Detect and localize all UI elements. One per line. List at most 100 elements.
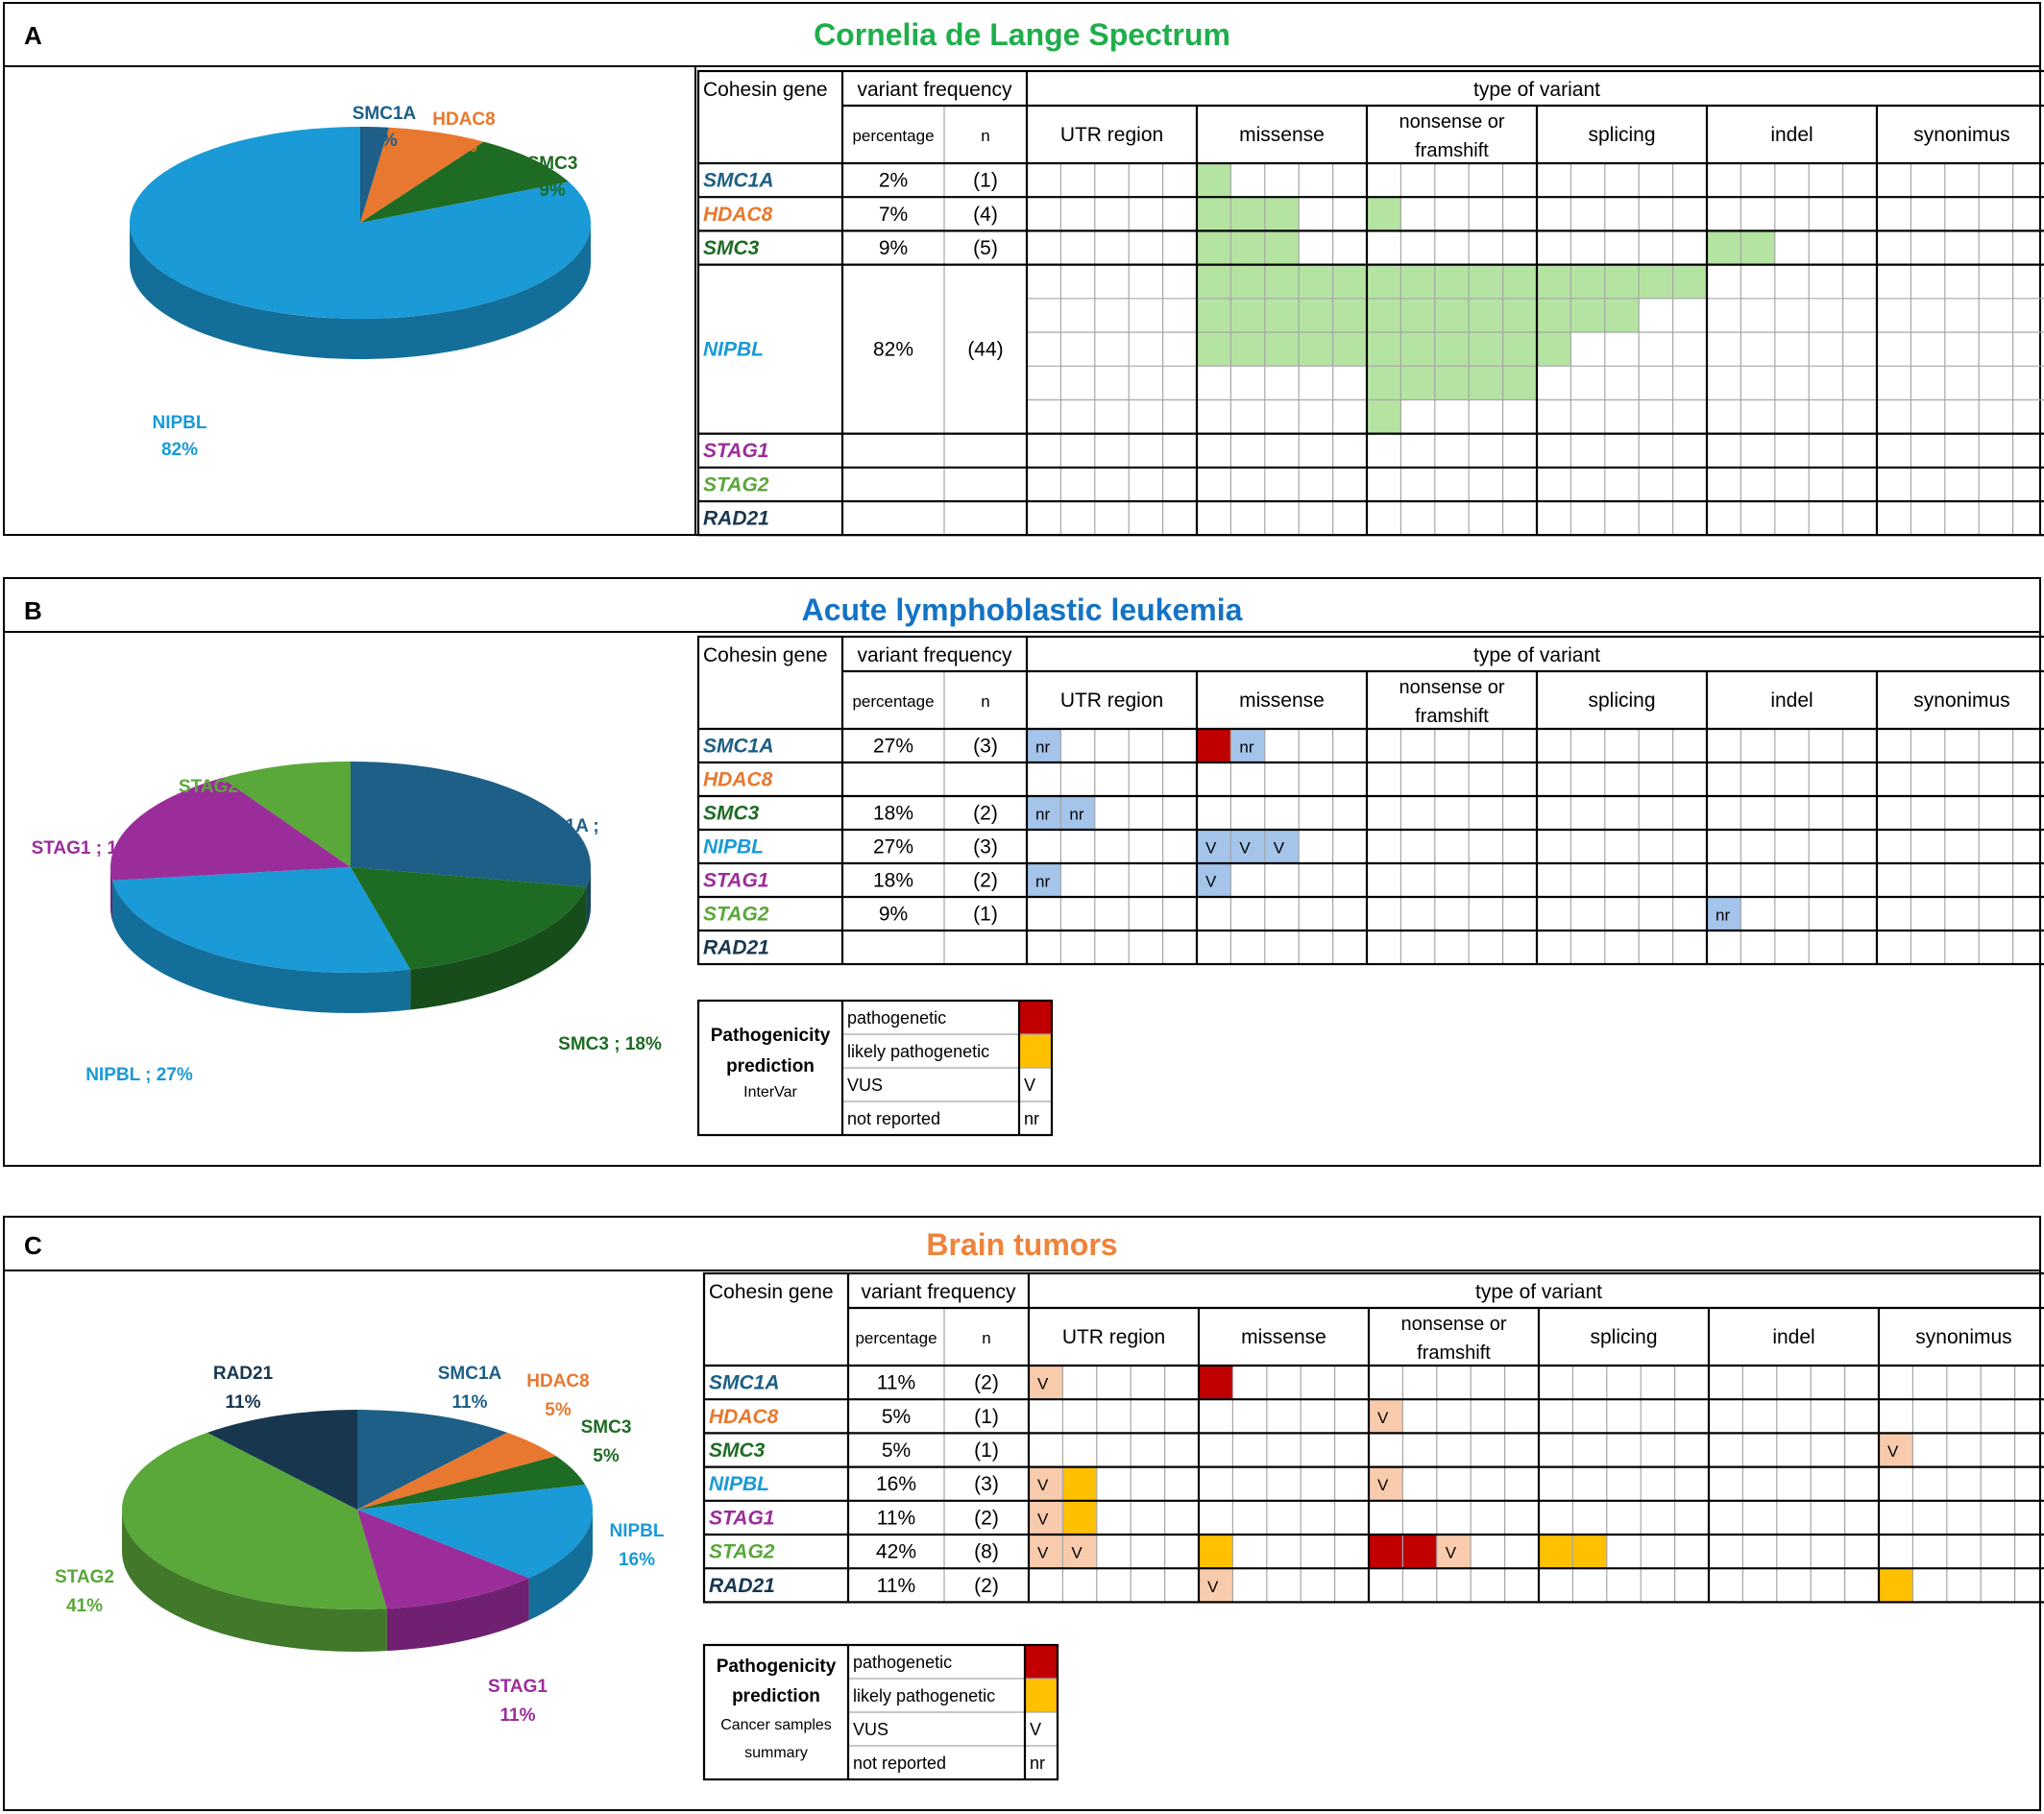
variant-cell bbox=[1469, 298, 1503, 332]
pie-slice-nipbl bbox=[111, 867, 411, 973]
gene-stag1: STAG1 bbox=[709, 1507, 774, 1529]
cell-mark: V bbox=[1446, 1544, 1457, 1562]
variant-cell bbox=[1197, 264, 1231, 299]
cell-mark: V bbox=[1037, 1375, 1049, 1393]
pie-side-smc3 bbox=[410, 886, 587, 1010]
variant-cell bbox=[1230, 264, 1265, 299]
pie-value-smc1a: 28% bbox=[544, 843, 580, 863]
pie-side-stag1 bbox=[110, 867, 112, 921]
legend-source: InterVar bbox=[743, 1084, 797, 1100]
gene-percentage: 18% bbox=[873, 803, 913, 825]
pie-side bbox=[110, 867, 591, 1013]
gene-count: (3) bbox=[973, 836, 998, 859]
variant-cell bbox=[1197, 729, 1231, 762]
variant-cell bbox=[1062, 1500, 1097, 1535]
pie-chart: SMC1A 11% HDAC8 5% SMC3 5% NIPBL 16% STAG1 11% STA… bbox=[55, 1364, 665, 1726]
variant-cell bbox=[1572, 1535, 1607, 1569]
column-divider bbox=[694, 65, 696, 536]
table-borders bbox=[696, 69, 2044, 537]
pie-side-stag1 bbox=[386, 1578, 529, 1652]
gene-stag2: STAG2 bbox=[703, 473, 769, 496]
panel-title: Brain tumors bbox=[926, 1227, 1118, 1262]
gene-hdac8: HDAC8 bbox=[709, 1406, 779, 1428]
header-percentage: percentage bbox=[855, 1329, 937, 1347]
legend-title: prediction bbox=[726, 1056, 815, 1076]
variant-cell bbox=[1230, 298, 1265, 332]
header-variant-frequency: variant frequency bbox=[857, 644, 1012, 666]
variant-cell bbox=[1197, 298, 1231, 332]
pie-side-smc1a bbox=[586, 867, 591, 928]
variant-cell bbox=[1367, 399, 1401, 434]
variant-cell bbox=[1230, 332, 1265, 367]
legend-title: Pathogenicity bbox=[717, 1657, 837, 1677]
variant-cell bbox=[1570, 298, 1605, 332]
variant-cell bbox=[1264, 830, 1300, 863]
variant-cell bbox=[1062, 1466, 1097, 1501]
pie-side-nipbl bbox=[130, 223, 591, 359]
cell-mark: V bbox=[1239, 839, 1251, 858]
legend-symbol: V bbox=[1024, 1076, 1035, 1095]
variant-cell bbox=[1062, 1535, 1097, 1569]
header-cohesin-gene: Cohesin gene bbox=[703, 644, 828, 666]
legend-item: pathogenetic bbox=[847, 1008, 946, 1028]
header-cohesin-gene: Cohesin gene bbox=[703, 79, 828, 101]
gene-percentage: 18% bbox=[873, 870, 913, 892]
variant-cell bbox=[1502, 264, 1537, 299]
pie-slice-smc3 bbox=[357, 1456, 586, 1510]
legend-symbol: nr bbox=[1030, 1754, 1045, 1773]
pathogenicity-legend: Pathogenicity prediction InterVar pathogene… bbox=[696, 999, 1054, 1137]
variant-cell bbox=[1264, 298, 1300, 332]
header-variant-type: splicing bbox=[1588, 124, 1655, 146]
legend-symbol: V bbox=[1030, 1720, 1041, 1739]
pie-label-hdac8: HDAC8 bbox=[432, 109, 495, 130]
legend-swatch bbox=[1025, 1645, 1058, 1679]
variant-cell bbox=[1197, 197, 1231, 231]
table-borders bbox=[702, 1271, 2044, 1604]
pie-side bbox=[130, 223, 591, 359]
variant-cell bbox=[1469, 332, 1503, 367]
header-variant-type: synonimus bbox=[1913, 689, 2009, 712]
gene-smc1a: SMC1A bbox=[709, 1372, 780, 1394]
cell-mark: V bbox=[1274, 839, 1285, 858]
cell-mark: nr bbox=[1069, 806, 1083, 824]
header-percentage: percentage bbox=[852, 692, 934, 711]
panel-title: Cornelia de Lange Spectrum bbox=[814, 17, 1230, 52]
cell-mark: V bbox=[1037, 1476, 1049, 1494]
variant-cell bbox=[1707, 230, 1741, 265]
gene-percentage: 11% bbox=[877, 1575, 915, 1597]
gene-count: (2) bbox=[974, 1507, 999, 1529]
pie-label-rad21: RAD21 bbox=[213, 1364, 274, 1384]
gene-count: (1) bbox=[974, 1439, 999, 1462]
pie-side-stag2 bbox=[122, 1510, 387, 1652]
pie-slice-stag2 bbox=[121, 1432, 387, 1609]
variant-cell bbox=[1537, 264, 1571, 299]
variant-cell bbox=[1436, 1535, 1472, 1569]
variant-cell bbox=[1434, 264, 1470, 299]
cell-mark: V bbox=[1037, 1544, 1049, 1562]
variant-cell bbox=[1367, 366, 1401, 400]
gene-percentage: 27% bbox=[873, 736, 913, 758]
pie-label-stag1: STAG1 bbox=[488, 1677, 548, 1697]
legend-title: Pathogenicity bbox=[711, 1026, 831, 1046]
header-percentage: percentage bbox=[852, 127, 934, 145]
pie-value-hdac8: 5% bbox=[545, 1400, 572, 1420]
variant-cell bbox=[1029, 1500, 1063, 1535]
variant-cell bbox=[1332, 264, 1367, 299]
variant-cell bbox=[1230, 830, 1265, 863]
variant-cell bbox=[1369, 1399, 1403, 1434]
gene-stag1: STAG1 bbox=[703, 440, 768, 462]
variant-cells bbox=[1197, 163, 1775, 434]
cell-mark: nr bbox=[1035, 806, 1050, 824]
legend-item: VUS bbox=[853, 1720, 888, 1739]
pie-label-hdac8: HDAC8 bbox=[526, 1371, 589, 1391]
header-variant-type: nonsense or bbox=[1399, 111, 1504, 133]
pie-slice-stag1 bbox=[357, 1510, 529, 1609]
variant-cell bbox=[1539, 1535, 1573, 1569]
gene-percentage: 11% bbox=[877, 1372, 915, 1394]
gene-count: (2) bbox=[974, 1575, 999, 1597]
gene-count: (1) bbox=[974, 1406, 999, 1428]
gene-smc3: SMC3 bbox=[703, 237, 760, 259]
gene-percentage: 27% bbox=[873, 836, 913, 859]
